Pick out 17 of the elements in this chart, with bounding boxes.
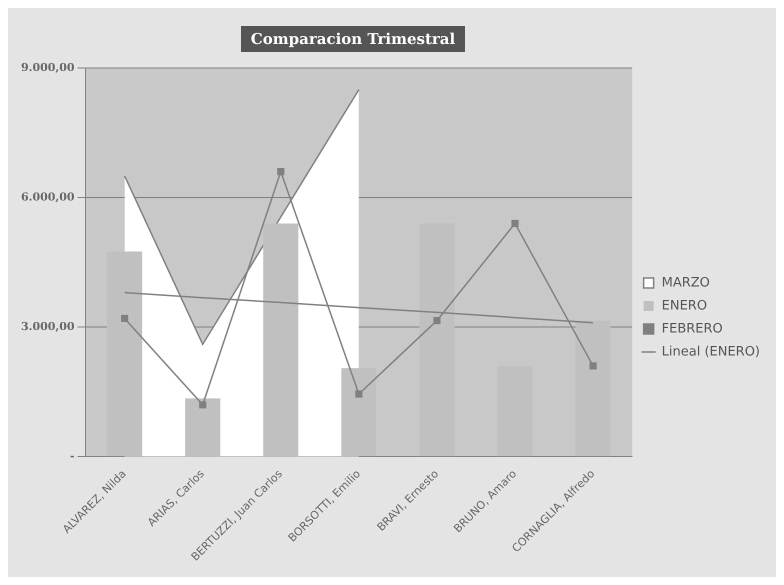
chart-title: Comparacion Trimestral: [240, 26, 466, 52]
point: [511, 220, 519, 228]
point: [121, 314, 128, 322]
y-tick-label: -: [70, 449, 75, 462]
legend-label: FEBRERO: [662, 321, 723, 336]
legend-label: Lineal (ENERO): [662, 344, 760, 360]
point: [199, 401, 206, 408]
point: [433, 317, 441, 324]
point: [277, 168, 284, 176]
legend-label: MARZO: [662, 275, 710, 290]
point: [355, 390, 362, 398]
y-tick-label: 3.000,00: [20, 320, 75, 333]
y-tick-label: 9.000,00: [20, 60, 75, 74]
point: [590, 362, 597, 370]
y-tick-label: 6.000,00: [20, 190, 75, 204]
bar: [185, 398, 220, 456]
legend-label: ENERO: [662, 298, 708, 314]
